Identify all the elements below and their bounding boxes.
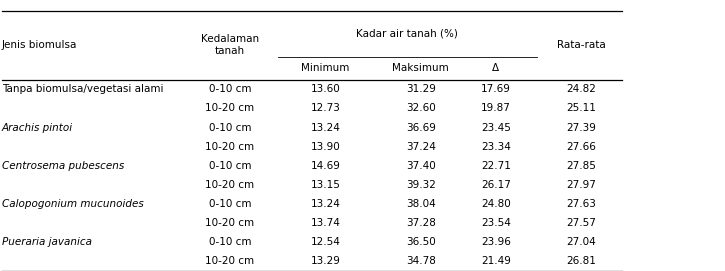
Text: 36.69: 36.69: [406, 122, 436, 133]
Text: Kadar air tanah (%): Kadar air tanah (%): [356, 29, 458, 39]
Text: 39.32: 39.32: [406, 180, 436, 190]
Text: 37.40: 37.40: [406, 161, 436, 171]
Text: 10-20 cm: 10-20 cm: [205, 142, 254, 152]
Text: 23.45: 23.45: [481, 122, 511, 133]
Text: Calopogonium mucunoides: Calopogonium mucunoides: [1, 199, 144, 209]
Text: 38.04: 38.04: [406, 199, 436, 209]
Text: 17.69: 17.69: [481, 84, 511, 94]
Text: Arachis pintoi: Arachis pintoi: [1, 122, 73, 133]
Text: 37.28: 37.28: [406, 218, 436, 228]
Text: 36.50: 36.50: [406, 237, 436, 247]
Text: 13.15: 13.15: [310, 180, 341, 190]
Text: 37.24: 37.24: [406, 142, 436, 152]
Text: Rata-rata: Rata-rata: [557, 40, 605, 50]
Text: 32.60: 32.60: [406, 104, 436, 113]
Text: 27.57: 27.57: [566, 218, 596, 228]
Text: 19.87: 19.87: [481, 104, 511, 113]
Text: 13.60: 13.60: [310, 84, 340, 94]
Text: 0-10 cm: 0-10 cm: [209, 237, 252, 247]
Text: 12.54: 12.54: [310, 237, 341, 247]
Text: 10-20 cm: 10-20 cm: [205, 180, 254, 190]
Text: 0-10 cm: 0-10 cm: [209, 84, 252, 94]
Text: 27.39: 27.39: [566, 122, 596, 133]
Text: 26.81: 26.81: [566, 256, 596, 266]
Text: 27.04: 27.04: [566, 237, 596, 247]
Text: Centrosema pubescens: Centrosema pubescens: [1, 161, 124, 171]
Text: 23.34: 23.34: [481, 142, 511, 152]
Text: 27.66: 27.66: [566, 142, 596, 152]
Text: 27.63: 27.63: [566, 199, 596, 209]
Text: 27.97: 27.97: [566, 180, 596, 190]
Text: Pueraria javanica: Pueraria javanica: [1, 237, 92, 247]
Text: 12.73: 12.73: [310, 104, 341, 113]
Text: Maksimum: Maksimum: [392, 63, 450, 73]
Text: 10-20 cm: 10-20 cm: [205, 104, 254, 113]
Text: 21.49: 21.49: [481, 256, 511, 266]
Text: 13.29: 13.29: [310, 256, 341, 266]
Text: 0-10 cm: 0-10 cm: [209, 161, 252, 171]
Text: 22.71: 22.71: [481, 161, 511, 171]
Text: Kedalaman
tanah: Kedalaman tanah: [201, 34, 259, 56]
Text: 13.24: 13.24: [310, 122, 341, 133]
Text: 0-10 cm: 0-10 cm: [209, 122, 252, 133]
Text: Minimum: Minimum: [302, 63, 349, 73]
Text: 10-20 cm: 10-20 cm: [205, 218, 254, 228]
Text: 23.96: 23.96: [481, 237, 511, 247]
Text: 13.24: 13.24: [310, 199, 341, 209]
Text: 24.80: 24.80: [481, 199, 510, 209]
Text: 31.29: 31.29: [406, 84, 436, 94]
Text: 0-10 cm: 0-10 cm: [209, 199, 252, 209]
Text: 10-20 cm: 10-20 cm: [205, 256, 254, 266]
Text: 34.78: 34.78: [406, 256, 436, 266]
Text: 25.11: 25.11: [566, 104, 596, 113]
Text: 27.85: 27.85: [566, 161, 596, 171]
Text: 24.82: 24.82: [566, 84, 596, 94]
Text: 13.74: 13.74: [310, 218, 341, 228]
Text: Tanpa biomulsa/vegetasi alami: Tanpa biomulsa/vegetasi alami: [1, 84, 163, 94]
Text: 13.90: 13.90: [310, 142, 340, 152]
Text: 14.69: 14.69: [310, 161, 341, 171]
Text: 23.54: 23.54: [481, 218, 511, 228]
Text: Δ: Δ: [492, 63, 500, 73]
Text: 26.17: 26.17: [481, 180, 511, 190]
Text: Jenis biomulsa: Jenis biomulsa: [1, 40, 77, 50]
